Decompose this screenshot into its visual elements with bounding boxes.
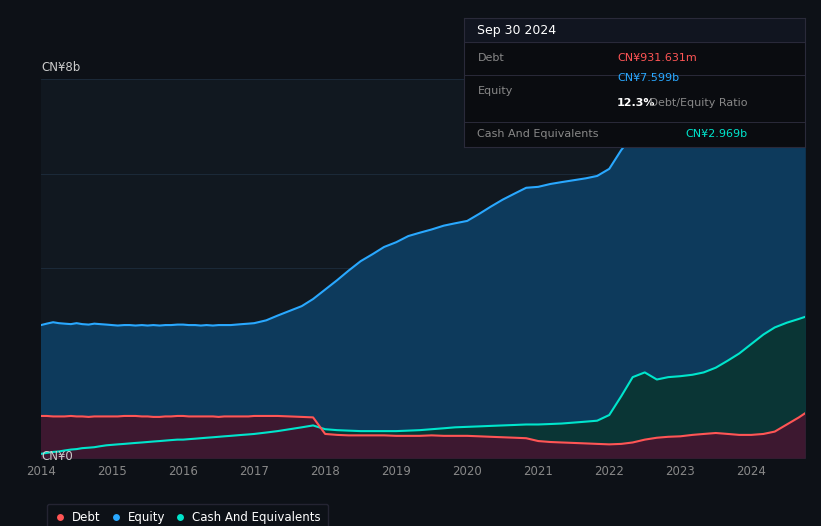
Text: Equity: Equity [478, 86, 513, 96]
Text: CN¥2.969b: CN¥2.969b [686, 129, 747, 139]
Text: CN¥7.599b: CN¥7.599b [617, 73, 679, 83]
Text: Cash And Equivalents: Cash And Equivalents [478, 129, 599, 139]
Text: Debt: Debt [478, 53, 504, 63]
Text: Debt/Equity Ratio: Debt/Equity Ratio [646, 98, 748, 108]
Text: Sep 30 2024: Sep 30 2024 [478, 24, 557, 36]
Text: 12.3%: 12.3% [617, 98, 656, 108]
Text: CN¥0: CN¥0 [41, 450, 73, 463]
Bar [464, 18, 805, 42]
Legend: Debt, Equity, Cash And Equivalents: Debt, Equity, Cash And Equivalents [47, 504, 328, 526]
Text: CN¥8b: CN¥8b [41, 60, 80, 74]
Text: CN¥931.631m: CN¥931.631m [617, 53, 697, 63]
